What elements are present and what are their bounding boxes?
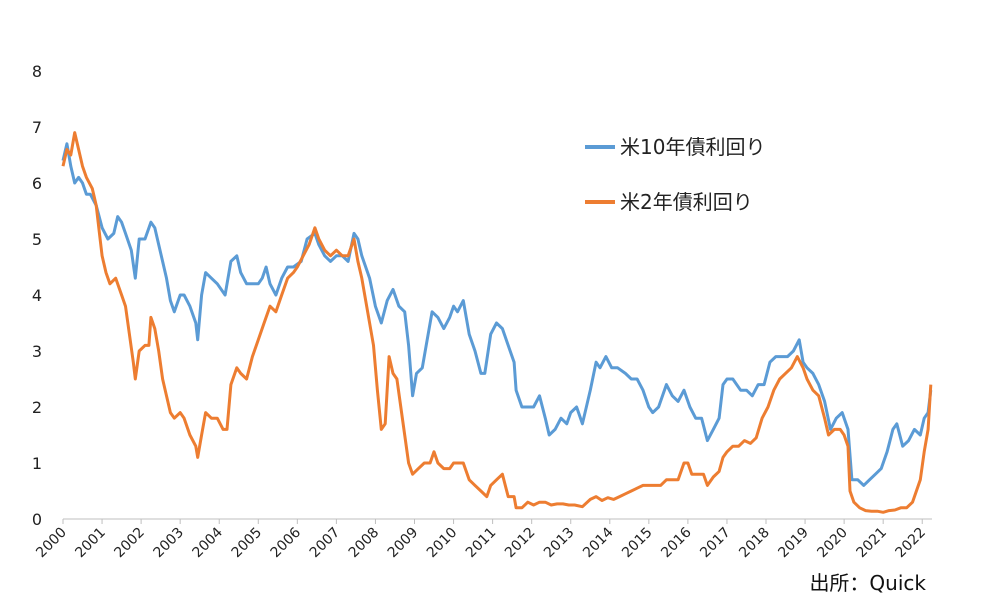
y-tick-label: 6 [32,174,42,193]
y-tick-label: 7 [32,118,42,137]
x-tick-label: 2018 [736,525,773,562]
x-tick-label: 2000 [33,525,70,562]
y-tick-label: 1 [32,454,42,473]
x-tick-label: 2002 [111,525,148,562]
x-tick-label: 2011 [463,525,500,562]
x-tick-label: 2021 [853,525,890,562]
y-tick-label: 3 [32,342,42,361]
series-layer [61,131,933,514]
legend-label-2y: 米2年債利回り [620,190,753,214]
x-tick-label: 2005 [229,525,266,562]
x-tick-label: 2001 [72,525,109,562]
x-tick-label: 2017 [697,525,734,562]
legend-label-10y: 米10年債利回り [620,135,765,159]
x-tick-label: 2022 [893,525,930,562]
x-tick-label: 2012 [502,525,539,562]
y-tick-label: 0 [32,510,42,529]
legend: 米10年債利回り 米2年債利回り [585,135,765,214]
y-tick-label: 2 [32,398,42,417]
x-tick-label: 2003 [150,525,187,562]
x-tick-label: 2015 [619,525,656,562]
y-axis-ticks: 0 1 2 3 4 5 6 7 8 [32,62,42,529]
x-tick-label: 2019 [775,525,812,562]
x-tick-label: 2013 [541,525,578,562]
x-tick-label: 2014 [580,524,617,561]
x-tick-label: 2008 [346,525,383,562]
x-tick-label: 2016 [658,524,695,561]
series-line-2y [61,131,933,514]
x-axis-ticks: 2000 2001 2002 2003 2004 2005 2006 2007 2008 2009… [33,519,929,561]
x-tick-label: 2007 [307,525,344,562]
x-tick-label: 2006 [268,524,305,561]
y-tick-label: 4 [32,286,42,305]
x-tick-label: 2020 [814,525,851,562]
x-tick-label: 2004 [190,524,227,561]
y-tick-label: 5 [32,230,42,249]
source-note: 出所：Quick [809,571,926,595]
x-tick-label: 2010 [424,525,461,562]
x-tick-label: 2009 [385,525,422,562]
series-line-10y [61,142,933,487]
y-tick-label: 8 [32,62,42,81]
